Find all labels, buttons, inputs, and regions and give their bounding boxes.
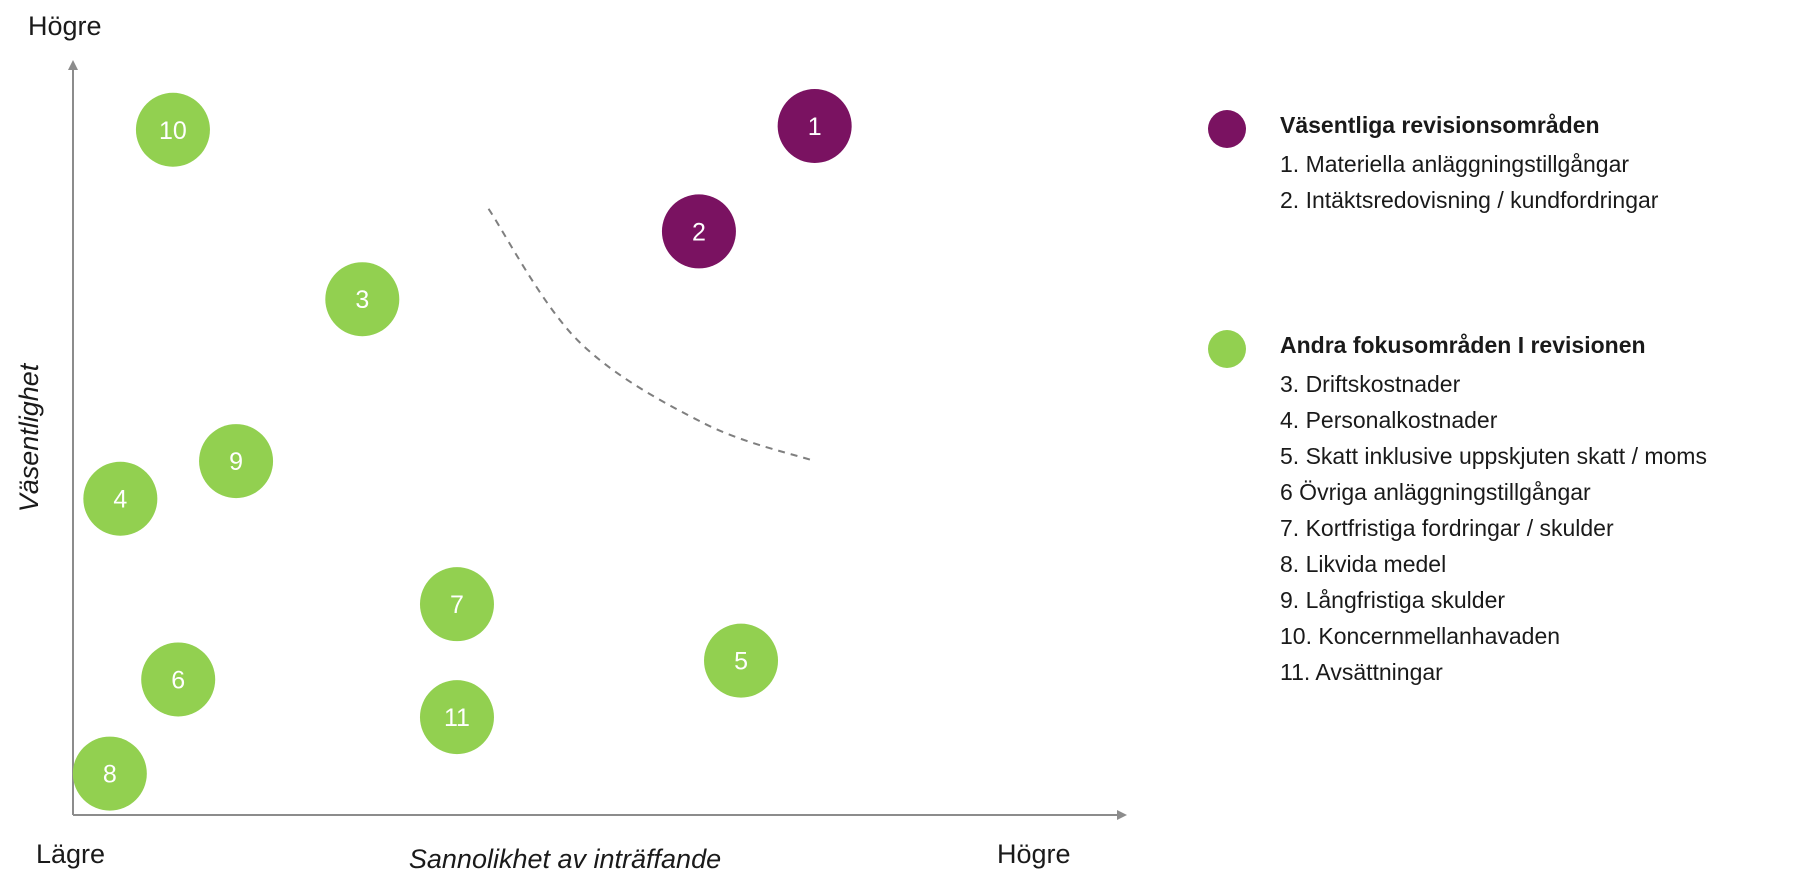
bubble-label: 11 [444,704,470,732]
bubble-8: 8 [72,736,147,811]
legend-item: 1. Materiella anläggningstillgångar [1280,151,1630,177]
legend-list-other-areas: 3. Driftskostnader 4. Personalkostnader … [1280,366,1707,690]
bubble-label: 8 [103,761,117,789]
bubble-6: 6 [141,642,216,717]
bubble-label: 6 [171,666,185,694]
bubble-label: 1 [808,113,822,141]
bubble-3: 3 [325,262,400,337]
bubble-label: 2 [692,218,706,246]
legend-item: 2. Intäktsredovisning / kundfordringar [1280,187,1659,213]
x-axis-title: Sannolikhet av inträffande [409,844,721,874]
legend-item: 5. Skatt inklusive uppskjuten skatt / mo… [1280,443,1707,469]
bubble-circle [661,194,736,269]
legend-item: 6 Övriga anläggningstillgångar [1280,479,1591,505]
bubble-circle [704,623,779,698]
bubble-label: 3 [355,286,369,314]
bubble-1: 1 [777,89,852,164]
y-axis-title: Väsentlighet [14,362,44,512]
bubble-circle [72,736,147,811]
bubble-circle [135,92,210,167]
legend-title-other-areas: Andra fokusområden I revisionen [1280,332,1646,358]
bubbles-layer: 1 2 3 4 5 6 7 8 9 10 11 [72,89,852,811]
bubble-2: 2 [661,194,736,269]
bubble-7: 7 [419,567,494,642]
legend-title-key-areas: Väsentliga revisionsområden [1280,112,1600,138]
bubble-circle [419,680,494,755]
legend-item: 9. Långfristiga skulder [1280,587,1506,613]
bubble-label: 9 [229,448,243,476]
boundary-dashed-curve [487,208,815,463]
legend-item: 3. Driftskostnader [1280,371,1461,397]
legend-item: 8. Likvida medel [1280,551,1447,577]
x-axis-low-label: Lägre [36,839,105,869]
bubble-label: 7 [450,591,464,619]
bubble-circle [141,642,216,717]
bubble-10: 10 [135,92,210,167]
legend-marker-green [1208,330,1246,368]
x-axis-high-label: Högre [997,839,1071,869]
legend-marker-purple [1208,110,1246,148]
legend-item: 11. Avsättningar [1280,659,1443,685]
bubble-circle [199,424,274,499]
bubble-circle [419,567,494,642]
bubble-circle [777,89,852,164]
bubble-5: 5 [704,623,779,698]
legend-item: 10. Koncernmellanhavaden [1280,623,1561,649]
bubble-label: 5 [734,648,748,676]
legend-list-key-areas: 1. Materiella anläggningstillgångar 2. I… [1280,146,1658,218]
bubble-4: 4 [83,461,158,536]
bubble-circle [83,461,158,536]
y-axis-high-label: Högre [28,11,102,41]
bubble-circle [325,262,400,337]
legend-item: 4. Personalkostnader [1280,407,1498,433]
bubble-label: 10 [159,117,187,145]
bubble-11: 11 [419,680,494,755]
legend-item: 7. Kortfristiga fordringar / skulder [1280,515,1614,541]
bubble-label: 4 [113,486,127,514]
bubble-9: 9 [199,424,274,499]
